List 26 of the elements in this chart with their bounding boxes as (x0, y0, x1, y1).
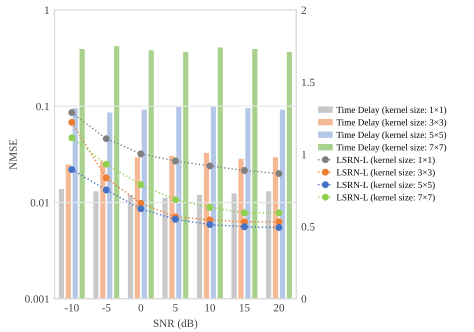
y-tick-label: 0.1 (36, 102, 49, 110)
x-tick-label: 15 (240, 304, 250, 312)
y2-tick-label: 0.5 (302, 223, 315, 231)
legend-label: Time Delay (kernel size: 5×5) (336, 132, 446, 140)
y-tick-label: 0.001 (25, 295, 49, 303)
legend-label: Time Delay (kernel size: 3×3) (336, 118, 446, 128)
x-tick-label: 0 (138, 304, 144, 312)
y2-tick-label: 2 (302, 6, 306, 14)
x-tick-label: 10 (205, 304, 216, 312)
x-tick-label: 20 (274, 304, 284, 312)
legend-label: LSRN-L (kernel size: 5×5) (336, 182, 435, 190)
x-axis-title: SNR (dB) (154, 319, 198, 330)
legend-label: LSRN-L (kernel size: 7×7) (336, 194, 435, 202)
legend-label: Time Delay (kernel size: 7×7) (336, 144, 446, 152)
legend-label: LSRN-L (kernel size: 1×1) (336, 156, 435, 165)
legend-label: Time Delay (kernel size: 1×1) (336, 106, 446, 115)
y-tick-label: 0.01 (30, 198, 49, 207)
y-tick-label: 1 (45, 6, 49, 14)
y2-tick-label: 1 (302, 150, 306, 158)
x-tick-label: -10 (64, 304, 79, 312)
x-tick-label: -5 (102, 304, 111, 312)
y2-tick-label: 0 (302, 295, 306, 303)
y-axis-title: NMSE (9, 139, 17, 170)
legend-label: LSRN-L (kernel size: 3×3) (336, 169, 435, 178)
y2-tick-label: 1.5 (302, 78, 315, 86)
x-tick-label: 5 (173, 304, 178, 312)
